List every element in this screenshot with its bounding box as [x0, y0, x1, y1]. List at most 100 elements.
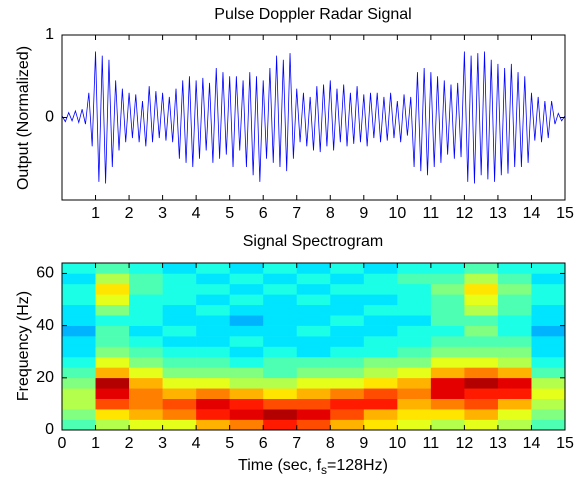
heat-cell [531, 273, 566, 285]
heat-cell [531, 356, 566, 368]
heat-cell [229, 419, 264, 431]
heat-cell [296, 367, 331, 379]
heat-cell [162, 388, 197, 399]
heat-cell [464, 409, 499, 420]
heat-cell [497, 388, 532, 399]
x-tick-label: 1 [91, 435, 100, 452]
x-tick-label: 7 [292, 205, 301, 222]
heat-cell [162, 356, 197, 368]
heat-cell [296, 325, 331, 337]
heat-cell [196, 356, 230, 368]
heat-cell [363, 356, 398, 368]
heat-cell [397, 377, 432, 389]
heat-cell [330, 263, 365, 274]
x-tick-label: 9 [359, 205, 368, 222]
heat-cell [62, 304, 96, 316]
x-tick-label: 6 [259, 205, 268, 222]
heat-cell [229, 283, 264, 295]
heat-cell [196, 315, 230, 326]
heat-cell [229, 367, 264, 379]
heat-cell [95, 377, 130, 389]
heat-cell [397, 294, 432, 306]
heat-cell [363, 283, 398, 295]
heat-cell [296, 356, 331, 368]
heat-cell [196, 294, 230, 306]
y-tick-label: 60 [36, 265, 54, 282]
heat-cell [263, 315, 298, 326]
heat-cell [95, 388, 130, 399]
x-tick-label: 11 [423, 205, 440, 222]
heat-cell [263, 398, 298, 410]
heat-cell [330, 325, 365, 337]
heat-cell [330, 398, 365, 410]
heat-cell [363, 273, 398, 285]
heat-cell [263, 419, 298, 431]
heat-cell [497, 377, 532, 389]
heat-cell [162, 294, 197, 306]
x-tick-label: 5 [225, 435, 234, 452]
heat-cell [229, 336, 264, 347]
heat-cell [162, 419, 197, 431]
heat-cell [162, 325, 197, 337]
heat-cell [263, 294, 298, 306]
spectrogram [62, 263, 566, 431]
x-tick-label: 6 [259, 435, 268, 452]
heat-cell [229, 294, 264, 306]
heat-cell [430, 409, 465, 420]
heat-cell [162, 398, 197, 410]
heat-cell [95, 304, 130, 316]
heat-cell [296, 304, 331, 316]
heat-cell [363, 336, 398, 347]
heat-cell [95, 315, 130, 326]
heat-cell [397, 273, 432, 285]
heat-cell [229, 325, 264, 337]
heat-cell [430, 346, 465, 358]
heat-cell [363, 409, 398, 420]
heat-cell [497, 325, 532, 337]
heat-cell [162, 315, 197, 326]
heat-cell [531, 315, 566, 326]
x-tick-label: 13 [489, 435, 507, 452]
heat-cell [129, 273, 163, 285]
heat-cell [196, 283, 230, 295]
heat-cell [430, 388, 465, 399]
x-tick-label: 3 [158, 205, 167, 222]
heat-cell [464, 263, 499, 274]
heat-cell [363, 398, 398, 410]
heat-cell [330, 304, 365, 316]
heat-cell [397, 283, 432, 295]
heat-cell [263, 409, 298, 420]
heat-cell [162, 283, 197, 295]
heat-cell [229, 356, 264, 368]
x-tick-label: 12 [456, 435, 474, 452]
heat-cell [397, 325, 432, 337]
heat-cell [464, 419, 499, 431]
x-tick-label: 13 [489, 205, 507, 222]
y-tick-label: 0 [45, 421, 54, 438]
x-axis-label-subscript: s [321, 463, 327, 477]
heat-cell [464, 388, 499, 399]
heat-cell [129, 263, 163, 274]
heat-cell [129, 377, 163, 389]
heat-cell [296, 388, 331, 399]
heat-cell [162, 346, 197, 358]
x-tick-label: 8 [326, 205, 335, 222]
heat-cell [62, 356, 96, 368]
heat-cell [397, 409, 432, 420]
heat-cell [162, 367, 197, 379]
heat-cell [330, 377, 365, 389]
y-axis-label: Output (Normalized) [15, 46, 32, 190]
heat-cell [129, 367, 163, 379]
heat-cell [464, 294, 499, 306]
heat-cell [62, 325, 96, 337]
heat-cell [229, 398, 264, 410]
x-tick-label: 14 [523, 205, 541, 222]
heat-cell [430, 398, 465, 410]
x-tick-label: 0 [58, 435, 67, 452]
heat-cell [95, 367, 130, 379]
heat-cell [196, 377, 230, 389]
heat-cell [330, 283, 365, 295]
heat-cell [531, 336, 566, 347]
heat-cell [196, 304, 230, 316]
heat-cell [330, 419, 365, 431]
